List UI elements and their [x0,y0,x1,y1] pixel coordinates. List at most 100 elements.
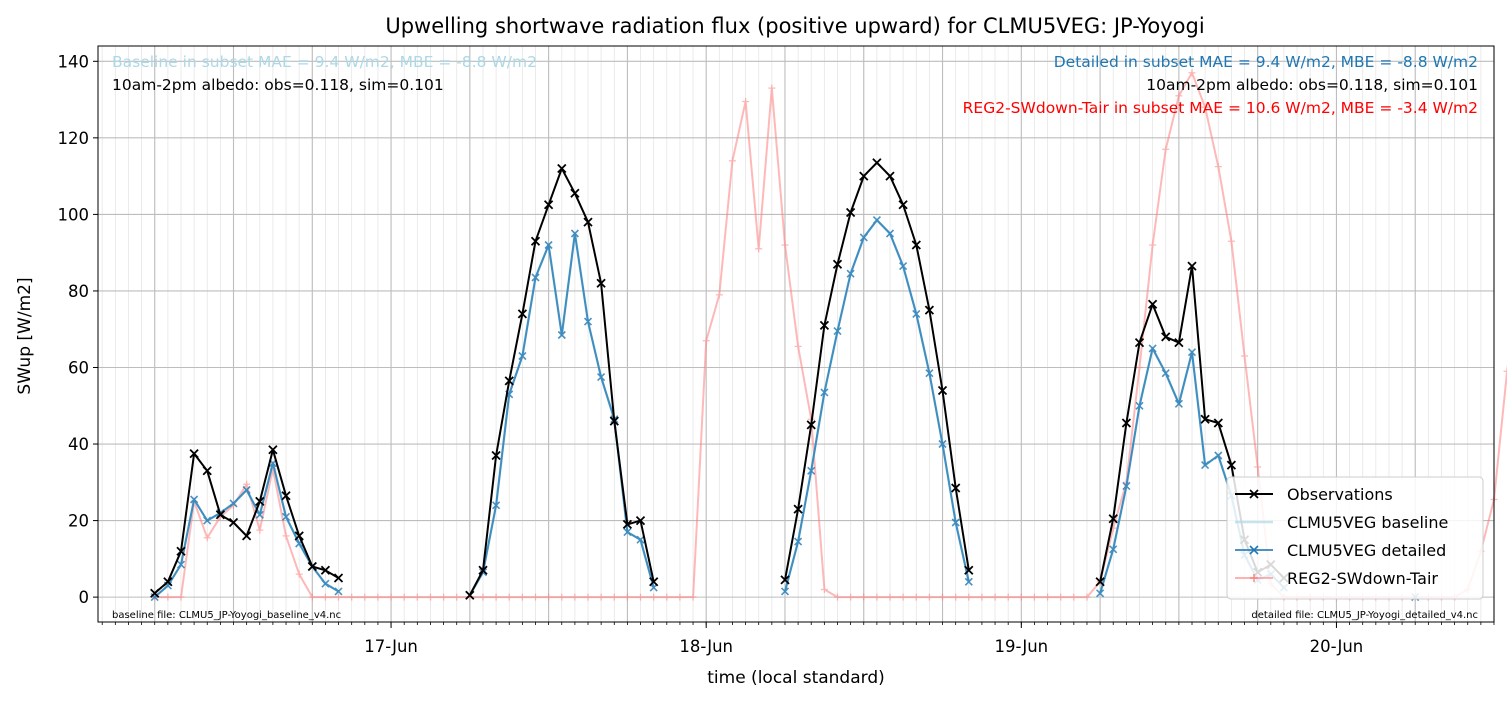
data-point [952,593,960,601]
data-point [885,171,895,181]
data-point [715,291,723,299]
data-point [780,587,790,596]
data-point [583,217,593,227]
data-point [544,240,553,250]
data-point [1174,399,1183,408]
data-point [413,593,421,601]
data-point [650,593,658,601]
data-point [912,593,920,601]
data-point [150,588,160,598]
legend-entry-detailed: CLMU5VEG detailed [1235,541,1446,560]
data-point [1147,299,1158,309]
data-point [846,269,855,278]
data-point [228,517,239,528]
data-point [872,158,882,168]
data-point [833,327,842,336]
detailed-file-annotation: detailed file: CLMU5_JP-Yoyogi_detailed_… [1251,610,1478,621]
data-point [859,233,868,242]
reg2-stats-annotation: REG2-SWdown-Tair in subset MAE = 10.6 W/… [963,99,1478,117]
data-point [1187,348,1197,357]
data-point [1149,241,1157,249]
data-point [453,593,461,601]
data-point [793,504,803,514]
data-point [361,593,369,601]
data-point [781,241,789,249]
legend-label: CLMU5VEG detailed [1287,541,1446,560]
data-point [964,565,974,575]
data-point [255,510,264,519]
data-point [295,570,303,578]
data-point [676,593,684,601]
data-point [1503,367,1507,375]
data-point [505,593,513,601]
data-point [637,593,644,601]
data-point [780,575,790,585]
data-point [911,240,921,250]
data-point [924,305,935,315]
data-point [899,262,908,271]
data-point [255,496,265,507]
data-point [1188,69,1196,77]
data-point [294,531,304,541]
data-point [860,593,868,601]
data-point [1134,337,1145,348]
minor-grid [101,46,1495,622]
data-point [1083,593,1091,601]
data-point [663,593,671,601]
data-point [558,593,566,601]
data-point [925,369,934,378]
data-point [1226,460,1237,470]
legend-entry-observations: Observations [1235,485,1393,504]
data-point [281,491,291,501]
data-point [518,593,526,601]
y-tick-label: 40 [68,435,89,454]
data-point [597,373,606,382]
data-point [820,586,828,593]
data-point [557,163,567,174]
data-point [202,466,212,476]
data-point [807,466,816,475]
data-point [951,518,960,527]
data-point [321,579,330,588]
data-point [1214,451,1223,460]
legend-label: CLMU5VEG baseline [1287,513,1448,532]
data-point [978,593,986,601]
data-point [649,577,659,587]
legend-entry-baseline: CLMU5VEG baseline [1235,513,1448,532]
data-point [570,188,580,198]
data-point [610,593,618,601]
data-point [925,593,933,601]
legend-marker-x [1249,489,1259,499]
data-point [768,84,776,92]
data-point [177,593,185,601]
data-point [806,420,816,430]
data-point [1004,593,1012,601]
data-point [1109,545,1118,554]
data-point [492,501,501,510]
data-point [164,593,172,601]
data-point [281,512,291,521]
data-point [912,309,921,318]
data-point [440,593,448,601]
x-tick-label: 17-Jun [364,637,418,656]
data-point [938,439,947,449]
data-point [1175,92,1183,100]
data-point [636,535,645,544]
data-point [832,259,843,269]
legend: Observations CLMU5VEG baseline CLMU5VEG … [1226,476,1484,600]
data-point [622,519,633,530]
baseline-file-annotation: baseline file: CLMU5_JP-Yoyogi_baseline_… [112,610,341,621]
data-point [623,528,632,537]
data-point [517,309,528,319]
data-point [1096,589,1105,598]
data-point [1174,337,1184,348]
data-point [819,320,830,331]
data-point [176,546,186,556]
data-point [1227,237,1235,245]
data-point [321,593,329,601]
data-point [1017,593,1025,601]
data-point [820,388,829,397]
y-tick-label: 120 [58,129,90,148]
data-point [872,216,881,225]
data-point [557,330,566,340]
